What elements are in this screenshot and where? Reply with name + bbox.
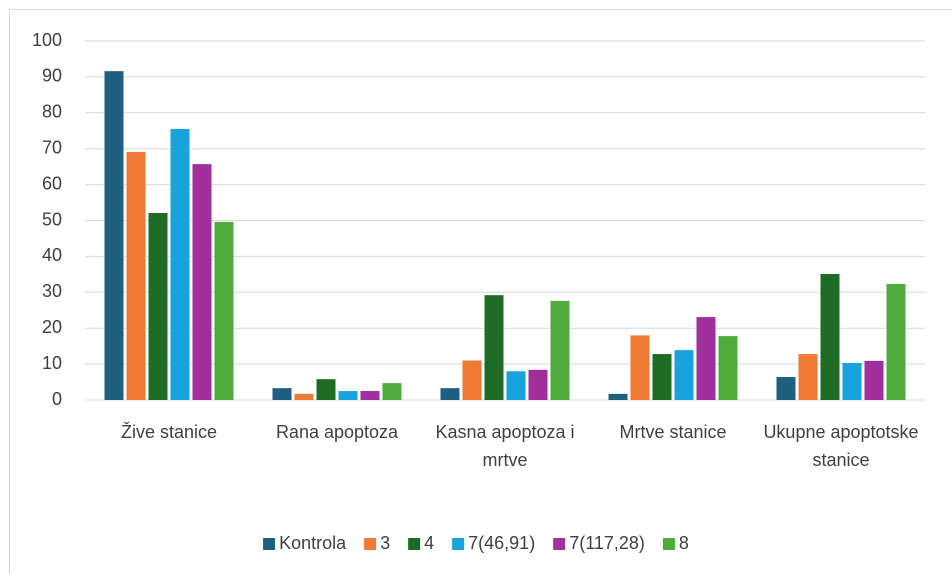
bar (214, 221, 234, 400)
y-tick-label: 20 (42, 317, 62, 337)
bar (550, 300, 570, 400)
bar (382, 383, 402, 400)
y-tick-label: 80 (42, 102, 62, 122)
x-tick-label: Kasna apoptoza i mrtve (435, 422, 574, 470)
y-tick-label: 50 (42, 209, 62, 229)
bar (104, 71, 124, 400)
legend-label: 3 (380, 533, 390, 553)
y-tick-label: 90 (42, 66, 62, 86)
legend-label: Kontrola (279, 533, 347, 553)
legend-swatch (452, 538, 465, 550)
bar (484, 295, 504, 400)
legend-swatch (263, 538, 276, 550)
x-tick-label: Ukupne apoptotske stanice (763, 422, 918, 470)
y-tick-label: 100 (32, 30, 62, 50)
bar (338, 391, 358, 400)
bar (652, 354, 672, 400)
bar (842, 363, 862, 400)
legend-swatch (553, 538, 566, 550)
bar (718, 336, 738, 400)
legend-swatch (408, 538, 421, 550)
bar (294, 393, 314, 400)
legend-swatch (662, 538, 675, 550)
bar (798, 354, 818, 400)
legend-label: 4 (424, 533, 434, 553)
bar (126, 151, 146, 400)
y-tick-label: 60 (42, 173, 62, 193)
legend-label: 8 (679, 533, 689, 553)
y-tick-label: 10 (42, 353, 62, 373)
bar (462, 360, 482, 400)
bar (192, 164, 212, 400)
y-tick-label: 30 (42, 281, 62, 301)
y-tick-label: 0 (52, 389, 62, 409)
bar (608, 393, 628, 400)
bar (630, 335, 650, 400)
bar (360, 391, 380, 400)
x-tick-label: Mrtve stanice (619, 422, 726, 442)
y-tick-label: 70 (42, 137, 62, 157)
bar (886, 284, 906, 400)
legend-label: 7(46,91) (468, 533, 535, 553)
bar (864, 360, 884, 400)
bar (528, 369, 548, 400)
bar (272, 388, 292, 400)
bar (696, 317, 716, 400)
bar (316, 379, 336, 400)
y-tick-label: 40 (42, 245, 62, 265)
bar (776, 377, 796, 400)
legend-swatch (364, 538, 377, 550)
bar (674, 350, 694, 400)
bar (440, 388, 460, 400)
bar (148, 212, 168, 400)
bar (170, 128, 190, 400)
bar (506, 371, 526, 400)
x-tick-label: Žive stanice (121, 422, 217, 442)
x-tick-label: Rana apoptoza (276, 422, 399, 442)
legend-label: 7(117,28) (569, 533, 645, 553)
bar (820, 273, 840, 400)
